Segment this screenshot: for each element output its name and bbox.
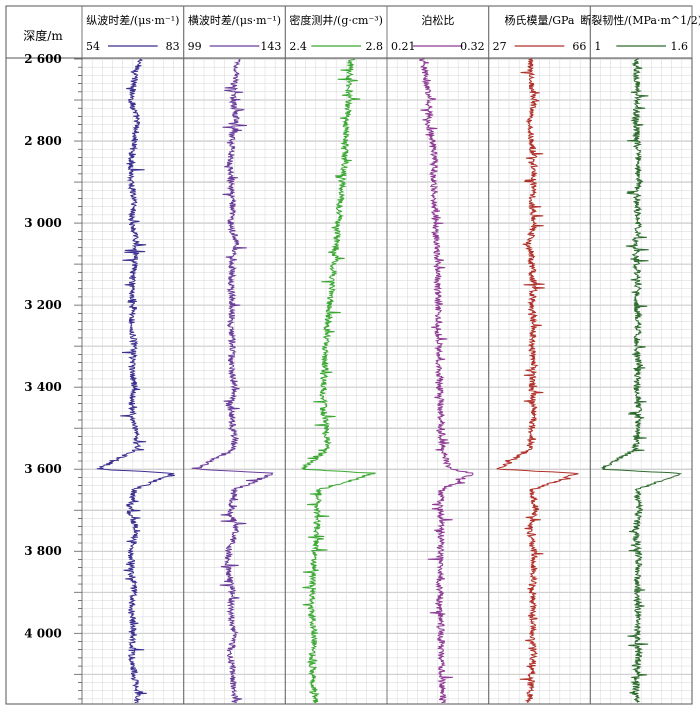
depth-tick-label: 3 200 (24, 298, 62, 312)
track-title: 密度测井/(g·cm⁻³) (289, 13, 383, 27)
track-title: 纵波时差/(μs·m⁻¹) (86, 13, 179, 27)
track-curve (419, 58, 474, 704)
track-max-label: 83 (166, 40, 180, 53)
track-max-label: 2.8 (366, 40, 384, 53)
track-min-label: 0.21 (391, 40, 416, 53)
depth-tick-label: 3 800 (24, 544, 62, 558)
track-curve (96, 58, 175, 704)
track-title: 泊松比 (421, 13, 454, 27)
track-min-label: 27 (493, 40, 507, 53)
track-curve (191, 58, 274, 704)
track-max-label: 66 (572, 40, 586, 53)
depth-tick-label: 2 600 (24, 52, 62, 66)
depth-tick-label: 2 800 (24, 134, 62, 148)
outer-frame (5, 5, 693, 705)
depth-tick-label: 3 400 (24, 380, 62, 394)
depth-tick-label: 3 000 (24, 216, 62, 230)
track-max-label: 0.32 (460, 40, 485, 53)
depth-tick-layer: 2 600 2 800 3 000 3 200 3 400 3 600 3 800 4 000 (24, 52, 82, 700)
track-title: 断裂韧性/(MPa·m^1/2) (580, 13, 700, 27)
depth-tick-label: 3 600 (24, 462, 62, 476)
track-title: 横波时差/(μs·m⁻¹) (188, 13, 281, 27)
track-max-label: 143 (260, 40, 281, 53)
grid-layer (81, 58, 693, 704)
depth-axis-label: 深度/m (23, 28, 63, 43)
track-min-label: 54 (86, 40, 100, 53)
depth-tick-label: 4 000 (24, 626, 62, 640)
track-max-label: 1.6 (671, 40, 689, 53)
curve-layer (96, 58, 683, 704)
header-layer: 深度/m 纵波时差/(μs·m⁻¹) 54 83 横波时差/(μs·m⁻¹) 99 143… (23, 13, 700, 53)
track-curve (600, 58, 683, 703)
track-curve (496, 58, 579, 704)
frame-layer (5, 5, 693, 705)
track-min-label: 99 (188, 40, 202, 53)
track-min-label: 1 (594, 40, 601, 53)
track-curve (301, 58, 376, 704)
track-min-label: 2.4 (289, 40, 307, 53)
track-title: 杨氏模量/GPa (505, 13, 575, 27)
